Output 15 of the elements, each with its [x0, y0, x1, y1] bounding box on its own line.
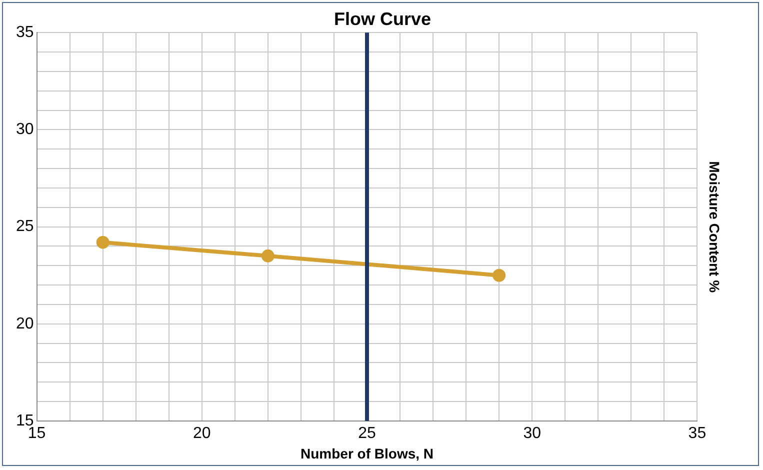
- y-tick-label: 20: [16, 315, 34, 332]
- x-tick-label: 25: [358, 425, 376, 442]
- y-tick-label: 30: [16, 121, 34, 138]
- point: [492, 268, 506, 282]
- x-tick-label: 35: [688, 425, 706, 442]
- x-axis-title: Number of Blows, N: [300, 445, 434, 462]
- x-tick-label: 15: [28, 425, 46, 442]
- point: [261, 249, 274, 262]
- point: [96, 236, 110, 249]
- x-tick-label: 20: [193, 425, 211, 442]
- y-axis-title: Moisture Content %: [706, 161, 723, 294]
- chart-title: Flow Curve: [334, 8, 432, 29]
- x-tick-label: 30: [523, 425, 542, 442]
- y-tick-label: 25: [16, 218, 34, 236]
- y-tick-label: 35: [16, 24, 34, 42]
